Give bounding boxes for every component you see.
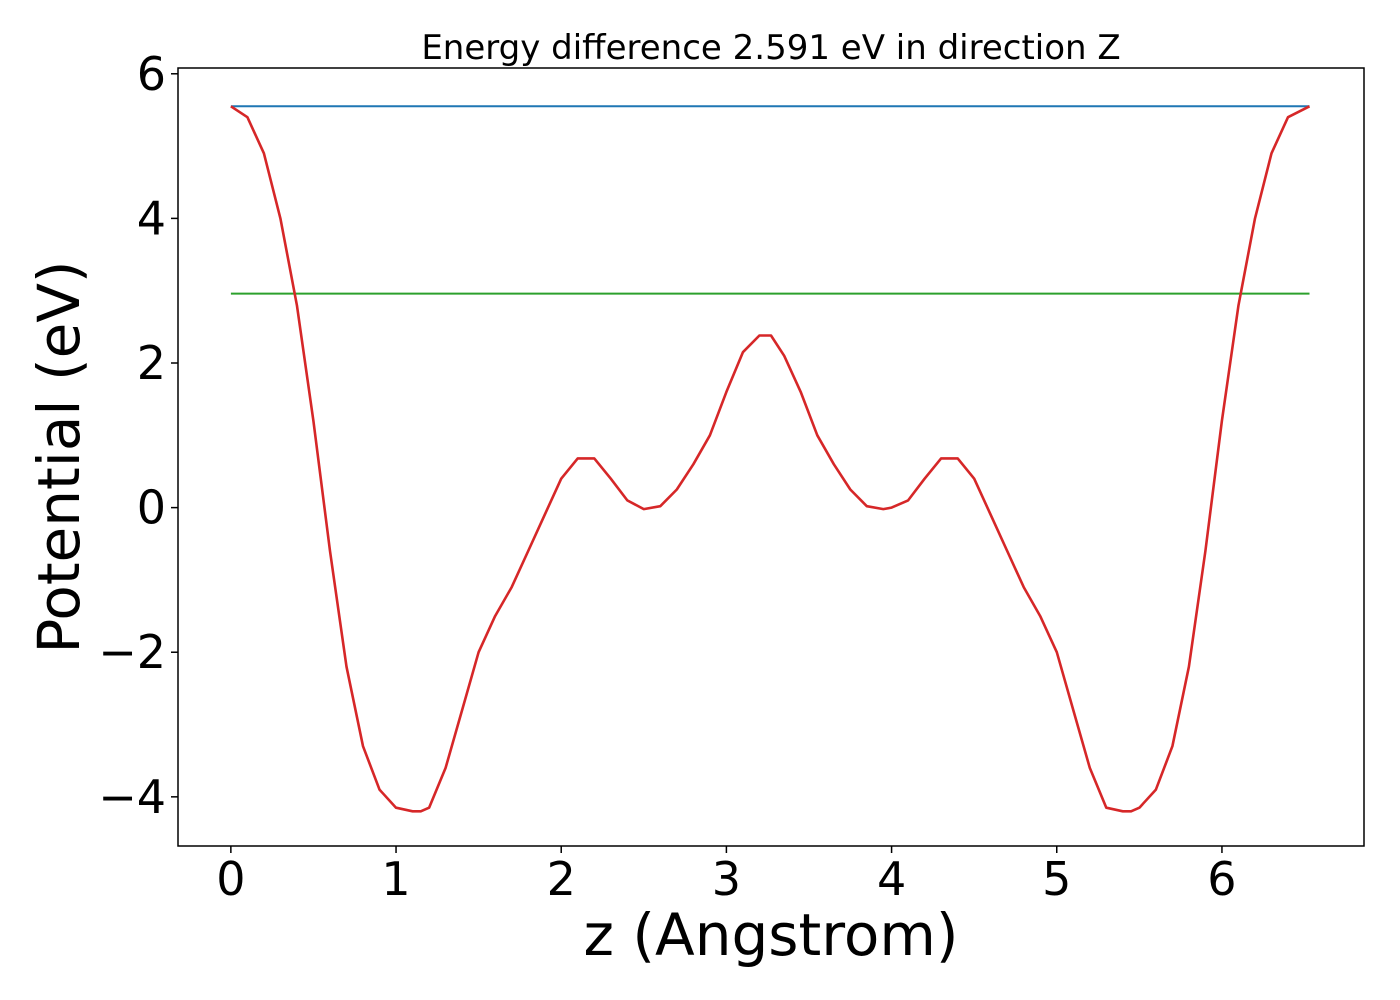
x-tick-label: 6 <box>1207 852 1236 906</box>
plot-area <box>177 67 1365 847</box>
x-tick-label: 2 <box>547 852 576 906</box>
x-tick-label: 0 <box>216 852 245 906</box>
y-axis-ticks: −4 −2 0 2 4 6 <box>98 47 178 824</box>
x-axis-ticks: 0 1 2 3 4 5 6 <box>216 846 1237 906</box>
x-axis-label: z (Angstrom) <box>584 901 959 969</box>
y-tick-label: 0 <box>137 481 166 535</box>
y-tick-label: −4 <box>98 770 166 824</box>
x-tick-label: 1 <box>381 852 410 906</box>
x-tick-label: 5 <box>1042 852 1071 906</box>
series-line-2 <box>230 105 1311 813</box>
series-layer <box>230 105 1311 813</box>
y-tick-label: −2 <box>98 625 166 679</box>
y-axis-label: Potential (eV) <box>25 260 93 653</box>
y-tick-label: 4 <box>137 191 166 245</box>
y-tick-label: 2 <box>137 336 166 390</box>
x-tick-label: 4 <box>877 852 906 906</box>
chart-title: Energy difference 2.591 eV in direction … <box>421 28 1120 68</box>
x-tick-label: 3 <box>712 852 741 906</box>
y-tick-label: 6 <box>137 47 166 101</box>
